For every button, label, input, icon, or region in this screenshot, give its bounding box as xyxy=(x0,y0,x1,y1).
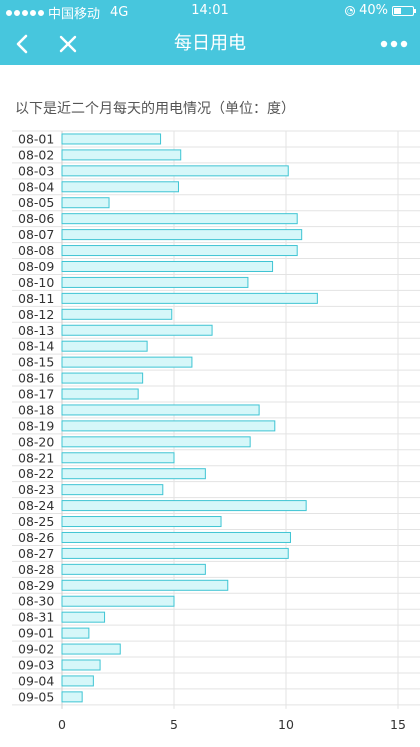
bar xyxy=(61,420,276,432)
bar xyxy=(61,245,298,257)
category-label: 09-01 xyxy=(18,626,54,641)
category-label: 08-02 xyxy=(18,147,54,162)
x-tick-label: 15 xyxy=(390,717,406,732)
nav-bar: 每日用电 xyxy=(0,22,420,65)
battery-icon xyxy=(392,5,416,16)
category-label: 08-22 xyxy=(18,466,54,481)
category-label: 08-07 xyxy=(18,227,54,242)
bar xyxy=(61,675,94,687)
bar xyxy=(61,484,164,496)
x-tick-label: 5 xyxy=(170,717,178,732)
bar xyxy=(61,659,101,671)
category-label: 08-21 xyxy=(18,450,54,465)
network-label: 4G xyxy=(110,5,129,20)
carrier-label: 中国移动 xyxy=(48,7,101,22)
bar xyxy=(61,531,291,543)
category-label: 08-17 xyxy=(18,387,54,402)
category-label: 08-27 xyxy=(18,546,54,561)
category-label: 08-10 xyxy=(18,275,54,290)
category-label: 08-16 xyxy=(18,371,54,386)
bar xyxy=(61,611,106,623)
bar xyxy=(61,276,249,288)
category-label: 08-24 xyxy=(18,498,54,513)
category-label: 08-04 xyxy=(18,179,54,194)
bar xyxy=(61,563,206,575)
bar xyxy=(61,627,90,639)
category-label: 08-23 xyxy=(18,482,54,497)
bar xyxy=(61,691,83,703)
chart-description: 以下是近二个月每天的用电情况（单位：度） xyxy=(15,101,295,117)
bar xyxy=(61,468,206,480)
category-label: 08-13 xyxy=(18,323,54,338)
bar xyxy=(61,356,193,368)
bar xyxy=(61,197,110,209)
bar xyxy=(61,324,213,336)
category-label: 08-03 xyxy=(18,163,54,178)
category-label: 08-30 xyxy=(18,594,54,609)
category-label: 08-25 xyxy=(18,514,54,529)
category-label: 08-18 xyxy=(18,402,54,417)
category-label: 09-02 xyxy=(18,642,54,657)
category-label: 09-05 xyxy=(18,689,54,704)
bar xyxy=(61,516,222,528)
clock: 14:01 xyxy=(191,3,229,18)
bar xyxy=(61,340,148,352)
bar xyxy=(61,500,307,512)
more-dots-icon xyxy=(380,40,408,47)
bar xyxy=(61,260,274,272)
bar xyxy=(61,404,260,416)
signal-icon xyxy=(6,9,44,16)
category-label: 08-01 xyxy=(18,131,54,146)
bar xyxy=(61,643,121,655)
chevron-left-icon xyxy=(16,34,28,53)
bar xyxy=(61,579,229,591)
more-button[interactable] xyxy=(374,22,414,65)
x-tick-label: 0 xyxy=(58,717,66,732)
category-label: 08-05 xyxy=(18,195,54,210)
close-icon xyxy=(59,35,77,52)
bar xyxy=(61,165,289,177)
bar xyxy=(61,595,175,607)
category-label: 08-31 xyxy=(18,610,54,625)
category-label: 08-19 xyxy=(18,418,54,433)
status-right: ◔ 40% xyxy=(345,3,416,18)
page-title: 每日用电 xyxy=(174,33,246,54)
battery-label: 40% xyxy=(359,3,388,18)
bar xyxy=(61,229,303,241)
category-label: 08-09 xyxy=(18,259,54,274)
back-button[interactable] xyxy=(4,22,40,65)
category-label: 08-26 xyxy=(18,530,54,545)
bar xyxy=(61,436,251,448)
bar xyxy=(61,452,175,464)
category-label: 08-20 xyxy=(18,434,54,449)
category-label: 08-28 xyxy=(18,562,54,577)
bar xyxy=(61,213,298,225)
category-label: 08-11 xyxy=(18,291,54,306)
bar xyxy=(61,547,289,559)
category-label: 08-08 xyxy=(18,243,54,258)
rotation-lock-icon: ◔ xyxy=(345,5,356,16)
bar xyxy=(61,372,144,384)
daily-usage-chart: 08-0108-0208-0308-0408-0508-0608-0708-08… xyxy=(12,130,420,732)
category-label: 08-12 xyxy=(18,307,54,322)
bar xyxy=(61,181,179,193)
category-label: 08-29 xyxy=(18,578,54,593)
bar xyxy=(61,149,182,161)
bar xyxy=(61,133,162,145)
status-bar: 中国移动 4G 14:01 ◔ 40% xyxy=(0,0,420,22)
category-label: 08-15 xyxy=(18,355,54,370)
bar xyxy=(61,292,318,304)
close-button[interactable] xyxy=(50,22,86,65)
bar xyxy=(61,388,139,400)
bar xyxy=(61,308,173,320)
category-label: 09-04 xyxy=(18,673,54,688)
status-left: 中国移动 4G xyxy=(6,3,128,22)
category-label: 08-06 xyxy=(18,211,54,226)
x-tick-label: 10 xyxy=(278,717,294,732)
category-label: 08-14 xyxy=(18,339,54,354)
category-label: 09-03 xyxy=(18,657,54,672)
